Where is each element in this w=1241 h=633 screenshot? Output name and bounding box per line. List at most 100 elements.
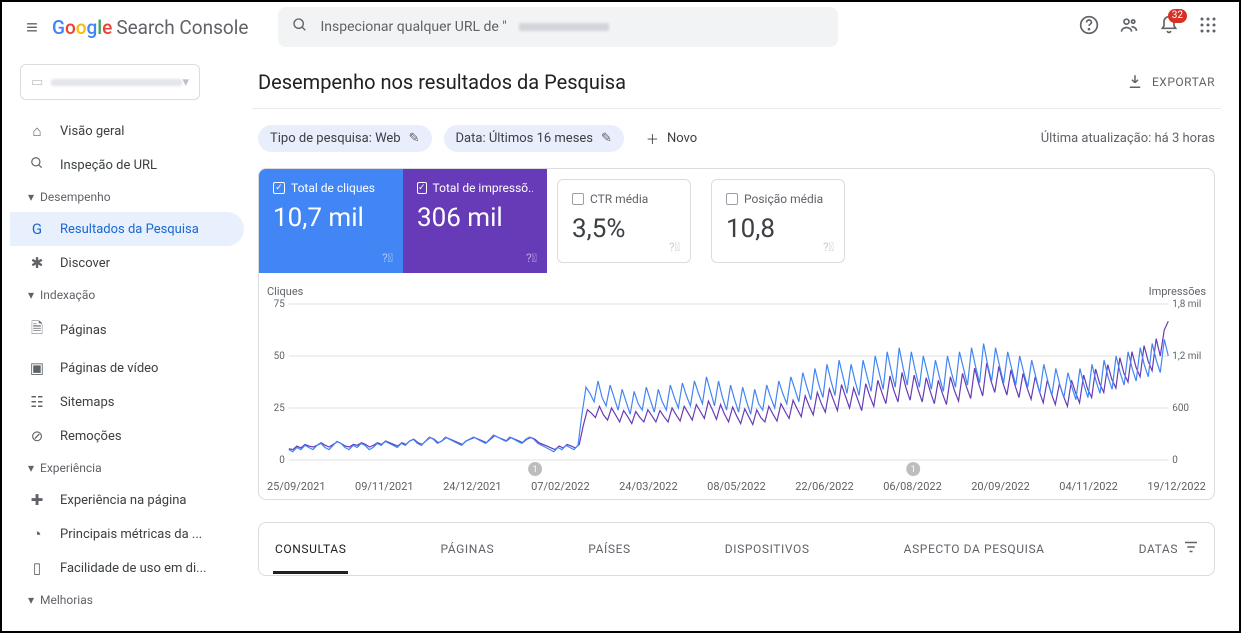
mobile-icon: ▯ (28, 559, 46, 577)
filter-date[interactable]: Data: Últimos 16 meses✎ (444, 125, 624, 152)
tab-aspecto da pesquisa[interactable]: ASPECTO DA PESQUISA (902, 524, 1047, 574)
metric-avg-ctr[interactable]: CTR média 3,5% ?⃝ (557, 179, 691, 263)
discover-icon: ✱ (28, 254, 46, 272)
property-icon: ▭ (31, 75, 43, 90)
home-icon: ⌂ (28, 122, 46, 140)
sidebar-item-discover[interactable]: ✱ Discover (10, 246, 244, 280)
performance-card: ✓Total de cliques 10,7 mil ?⃝ ✓Total de … (258, 168, 1215, 500)
tab-dispositivos[interactable]: DISPOSITIVOS (723, 524, 812, 574)
svg-text:0: 0 (279, 455, 285, 466)
sidebar-item-removals[interactable]: ⊘Remoções (10, 419, 244, 453)
section-experience[interactable]: ▾ Experiência (10, 453, 244, 483)
tabs: CONSULTAS PÁGINAS PAÍSES DISPOSITIVOS ASPECT… (273, 524, 1180, 574)
property-redacted (51, 79, 182, 86)
tab-países[interactable]: PAÍSES (586, 524, 633, 574)
x-tick: 08/05/2022 (707, 480, 766, 493)
tab-consultas[interactable]: CONSULTAS (273, 524, 348, 574)
section-enhancements[interactable]: ▾ Melhorias (10, 585, 244, 615)
notifications-icon[interactable]: 32 (1159, 15, 1179, 40)
checkbox-checked-icon: ✓ (273, 182, 285, 194)
x-tick: 06/08/2022 (883, 480, 942, 493)
add-filter-button[interactable]: ＋Novo (636, 123, 707, 154)
svg-text:1: 1 (911, 465, 916, 475)
svg-text:1,2 mil: 1,2 mil (1172, 351, 1201, 362)
filter-search-type[interactable]: Tipo de pesquisa: Web✎ (258, 125, 432, 152)
sidebar-item-label: Discover (60, 256, 110, 271)
g-icon: G (28, 220, 46, 238)
sidebar-item-page-experience[interactable]: ✚Experiência na página (10, 483, 244, 517)
data-tabs-card: CONSULTAS PÁGINAS PAÍSES DISPOSITIVOS ASPECT… (258, 522, 1215, 576)
x-tick: 25/09/2021 (267, 480, 326, 493)
metric-value: 10,8 (726, 214, 830, 244)
svg-text:1: 1 (533, 465, 538, 475)
apps-icon[interactable] (1199, 16, 1217, 39)
x-tick: 20/09/2022 (971, 480, 1030, 493)
checkbox-unchecked-icon (726, 193, 738, 205)
notification-count: 32 (1168, 9, 1187, 23)
experience-icon: ✚ (28, 491, 46, 509)
help-icon[interactable]: ?⃝ (823, 240, 834, 254)
metric-total-clicks[interactable]: ✓Total de cliques 10,7 mil ?⃝ (259, 169, 403, 273)
help-icon[interactable] (1079, 15, 1099, 40)
search-icon (292, 17, 308, 37)
svg-text:0: 0 (1172, 455, 1178, 466)
help-icon[interactable]: ?⃝ (382, 251, 393, 265)
filter-row: Tipo de pesquisa: Web✎ Data: Últimos 16 … (252, 109, 1221, 168)
svg-text:25: 25 (274, 403, 286, 414)
main-content: Desempenho nos resultados da Pesquisa EX… (252, 52, 1239, 631)
help-icon[interactable]: ?⃝ (669, 240, 680, 254)
chart-area: Cliques Impressões 751,8 mil501,2 mil256… (259, 273, 1214, 499)
sidebar-item-sitemaps[interactable]: ☷Sitemaps (10, 385, 244, 419)
sidebar-item-overview[interactable]: ⌂ Visão geral (10, 114, 244, 148)
sidebar-item-pages[interactable]: 🗎Páginas (10, 310, 244, 351)
property-selector[interactable]: ▭ ▾ (20, 64, 200, 100)
video-icon: ▣ (28, 359, 46, 377)
sidebar-item-mobile-usability[interactable]: ▯Facilidade de uso em di... (10, 551, 244, 585)
help-icon[interactable]: ?⃝ (526, 251, 537, 265)
sidebar-item-url-inspect[interactable]: Inspeção de URL (10, 148, 244, 182)
google-word: Google (52, 16, 112, 39)
search-placeholder: Inspecionar qualquer URL de " (320, 19, 506, 35)
x-tick: 22/06/2022 (795, 480, 854, 493)
svg-text:50: 50 (274, 351, 286, 362)
section-performance[interactable]: ▾ Desempenho (10, 182, 244, 212)
checkbox-unchecked-icon (572, 193, 584, 205)
sidebar-item-core-vitals[interactable]: ◔Principais métricas da ... (10, 517, 244, 551)
x-tick: 07/02/2022 (531, 480, 590, 493)
sidebar: ▭ ▾ ⌂ Visão geral Inspeção de URL ▾ Dese… (2, 52, 252, 631)
dropdown-icon: ▾ (182, 75, 189, 90)
edit-icon: ✎ (601, 131, 612, 146)
sidebar-item-label: Resultados da Pesquisa (60, 222, 199, 237)
metric-value: 3,5% (572, 214, 676, 244)
edit-icon: ✎ (409, 131, 420, 146)
tab-páginas[interactable]: PÁGINAS (438, 524, 496, 574)
metric-avg-position[interactable]: Posição média 10,8 ?⃝ (711, 179, 845, 263)
section-indexing[interactable]: ▾ Indexação (10, 280, 244, 310)
x-tick: 24/03/2022 (619, 480, 678, 493)
sidebar-item-video-pages[interactable]: ▣Páginas de vídeo (10, 351, 244, 385)
url-search-input[interactable]: Inspecionar qualquer URL de " (278, 7, 838, 47)
export-label: EXPORTAR (1152, 75, 1215, 89)
menu-icon[interactable]: ≡ (12, 15, 52, 40)
performance-chart: 751,8 mil501,2 mil256000011 (265, 298, 1208, 478)
vitals-icon: ◔ (28, 525, 46, 543)
product-name: Search Console (116, 16, 248, 39)
checkbox-checked-icon: ✓ (417, 182, 427, 194)
sitemap-icon: ☷ (28, 393, 46, 411)
redacted-domain (519, 23, 609, 31)
logo[interactable]: Google Search Console (52, 16, 248, 39)
removal-icon: ⊘ (28, 427, 46, 445)
sidebar-item-search-results[interactable]: G Resultados da Pesquisa (10, 212, 244, 246)
users-icon[interactable] (1119, 15, 1139, 40)
metric-row: ✓Total de cliques 10,7 mil ?⃝ ✓Total de … (259, 169, 1214, 273)
x-axis-ticks: 25/09/202109/11/202124/12/202107/02/2022… (265, 478, 1208, 493)
export-button[interactable]: EXPORTAR (1126, 73, 1215, 91)
metric-value: 306 mil (417, 203, 533, 233)
sidebar-item-label: Visão geral (60, 124, 124, 139)
x-tick: 19/12/2022 (1147, 480, 1206, 493)
metric-total-impressions[interactable]: ✓Total de impressõ... 306 mil ?⃝ (403, 169, 547, 273)
tab-datas[interactable]: DATAS (1137, 524, 1180, 574)
top-bar: ≡ Google Search Console Inspecionar qual… (2, 2, 1239, 52)
filter-icon[interactable] (1182, 538, 1200, 561)
plus-icon: ＋ (646, 129, 659, 148)
